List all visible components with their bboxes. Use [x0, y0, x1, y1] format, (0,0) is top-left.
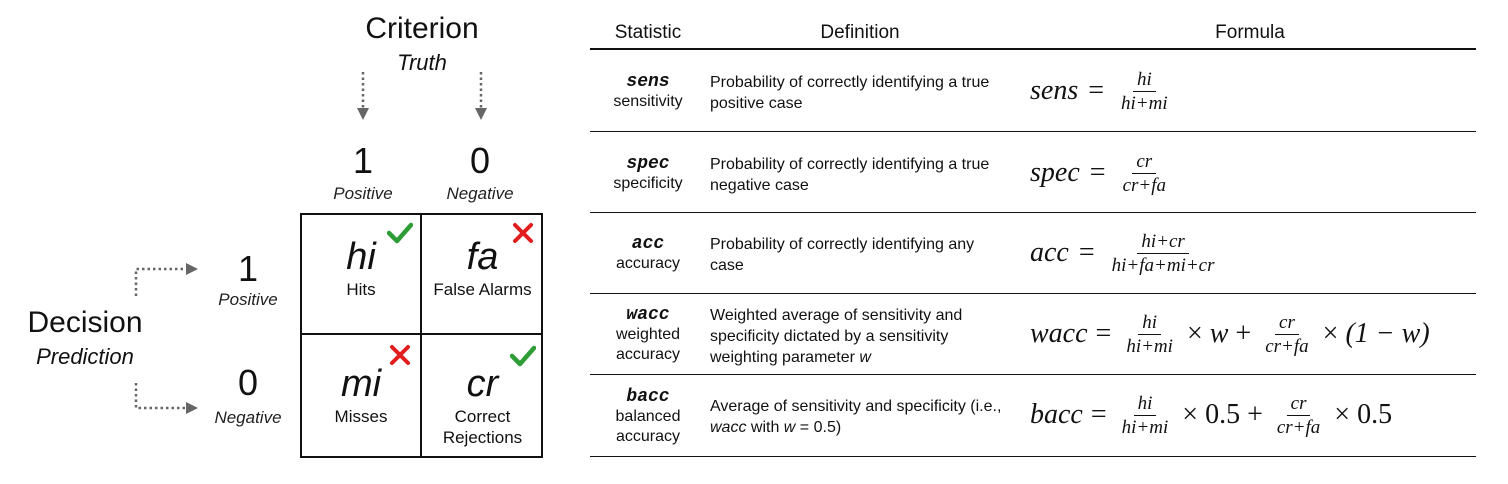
column-header-value: 0	[469, 140, 491, 181]
stat-formula: acc = hi+cr hi+fa+mi+cr	[1030, 230, 1215, 276]
cell-name: Hits	[346, 280, 376, 299]
stat-full-name: balanced accuracy	[615, 408, 681, 445]
stat-definition: Probability of correctly identifying a t…	[710, 156, 990, 194]
column-header-label: Positive	[333, 184, 393, 203]
decision-subtitle: Prediction	[36, 344, 134, 369]
stat-definition: Probability of correctly identifying a t…	[710, 74, 990, 112]
cell-abbr: fa	[466, 236, 499, 278]
arrowhead-row2	[186, 402, 198, 414]
stat-formula: bacc = hi hi+mi × 0.5 + cr cr+fa × 0.5	[1030, 392, 1393, 438]
table-row-spec: spec specificity	[590, 154, 706, 194]
stat-abbr: sens	[626, 72, 670, 92]
column-header-value: 1	[352, 140, 374, 181]
matrix-cell-false-alarms: fa False Alarms	[422, 214, 543, 334]
arrow-right-row1	[134, 267, 186, 296]
stat-abbr: acc	[631, 234, 665, 254]
cross-icon	[513, 223, 533, 243]
table-row-acc: acc accuracy	[590, 234, 706, 274]
cell-abbr: hi	[346, 236, 376, 278]
stat-abbr: bacc	[626, 387, 670, 407]
cell-name: False Alarms	[433, 280, 532, 299]
table-row-sens: sens sensitivity	[590, 72, 706, 112]
cross-icon	[390, 345, 410, 365]
row-header-value: 1	[237, 248, 259, 289]
stat-full-name: weighted accuracy	[615, 326, 681, 363]
matrix-cell-hits: hi Hits	[301, 214, 421, 334]
cell-name: Misses	[334, 407, 388, 426]
table-rule-bottom	[590, 456, 1476, 457]
stat-full-name: accuracy	[615, 255, 681, 272]
arrow-right-row2	[134, 383, 186, 410]
arrowhead-col2	[475, 108, 487, 120]
criterion-title: Criterion	[365, 12, 479, 45]
table-divider	[590, 293, 1476, 294]
table-row-wacc: wacc weighted accuracy	[590, 305, 706, 365]
check-icon	[510, 345, 536, 367]
dotted-arrows	[134, 72, 487, 414]
table-divider	[590, 374, 1476, 375]
arrowhead-row1	[186, 263, 198, 275]
table-row-bacc: bacc balanced accuracy	[590, 387, 706, 447]
table-divider	[590, 131, 1476, 132]
matrix-grid	[300, 213, 543, 458]
row-header-label: Positive	[218, 290, 278, 309]
cell-name: Correct Rejections	[442, 407, 523, 447]
check-icon	[387, 222, 413, 244]
criterion-subtitle: Truth	[397, 50, 447, 75]
decision-title: Decision	[27, 306, 143, 339]
stat-definition: Probability of correctly identifying any…	[710, 236, 975, 274]
column-header-label: Negative	[446, 184, 514, 203]
matrix-cell-misses: mi Misses	[301, 335, 421, 458]
stat-formula: spec = cr cr+fa	[1030, 150, 1166, 196]
table-divider	[590, 212, 1476, 213]
stat-abbr: wacc	[626, 305, 670, 325]
header-definition: Definition	[820, 22, 900, 43]
stat-formula: wacc = hi hi+mi × w + cr cr+fa × (1 − w)	[1030, 311, 1430, 357]
arrowhead-col1	[357, 108, 369, 120]
cell-abbr: cr	[466, 363, 499, 405]
stat-full-name: sensitivity	[613, 93, 683, 110]
stat-definition: Average of sensitivity and specificity (…	[710, 398, 1002, 436]
header-statistic: Statistic	[614, 22, 682, 43]
stat-full-name: specificity	[613, 175, 683, 192]
stat-formula: sens = hi hi+mi	[1030, 68, 1168, 114]
cell-abbr: mi	[340, 363, 382, 405]
header-formula: Formula	[1215, 22, 1285, 43]
table-rule-top	[590, 48, 1476, 50]
stat-definition: Weighted average of sensitivity and spec…	[710, 307, 963, 366]
row-header-label: Negative	[214, 408, 282, 427]
matrix-cell-correct-rejections: cr Correct Rejections	[422, 335, 543, 458]
stat-abbr: spec	[626, 154, 670, 174]
row-header-value: 0	[237, 362, 259, 403]
